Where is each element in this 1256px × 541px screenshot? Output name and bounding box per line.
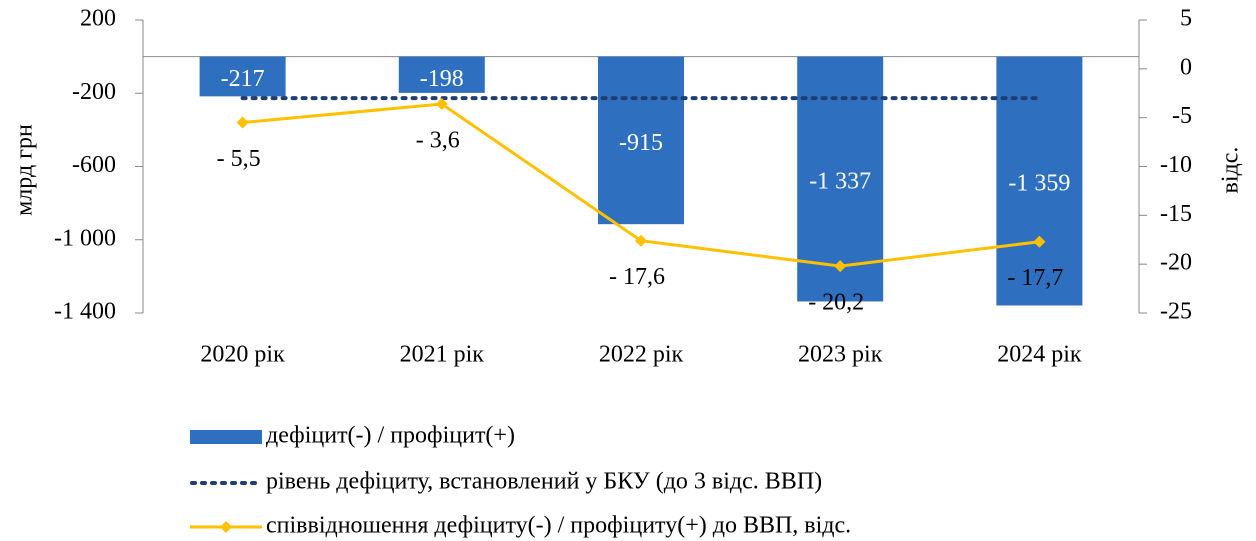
y-axis-title: млрд грн: [12, 124, 38, 216]
y2-tick-label: -15: [1160, 201, 1192, 227]
bar: [598, 56, 684, 225]
bar-value-label: -1 359: [1008, 171, 1070, 197]
bar-value-label: -915: [619, 130, 663, 156]
ratio-marker: [236, 116, 249, 129]
y2-tick-label: -25: [1160, 299, 1192, 325]
legend-swatch: [190, 430, 262, 444]
bar-value-label: -198: [420, 66, 464, 92]
legend-marker: [220, 521, 232, 533]
bar: [398, 56, 485, 93]
bar-value-label: -1 337: [809, 169, 871, 195]
bar-value-label: -217: [221, 66, 265, 92]
y2-tick-label: -5: [1172, 103, 1192, 129]
y2-tick-label: 5: [1180, 6, 1192, 32]
y2-tick-label: -20: [1160, 250, 1192, 276]
x-tick-label: 2024 рік: [997, 342, 1082, 368]
ratio-value-label: - 20,2: [808, 290, 864, 316]
ratio-value-label: - 17,6: [609, 264, 665, 290]
x-tick-label: 2023 рік: [798, 342, 883, 368]
legend-label: дефіцит(-) / профіцит(+): [266, 423, 515, 449]
y-tick-label: -1 400: [54, 299, 116, 325]
y-tick-label: -200: [72, 79, 116, 105]
ratio-marker: [834, 260, 847, 273]
ratio-value-label: - 5,5: [217, 146, 261, 172]
x-tick-label: 2021 рік: [400, 342, 485, 368]
y-tick-label: -1 000: [54, 225, 116, 251]
legend-label: рівень дефіциту, встановлений у БКУ (до …: [266, 469, 822, 495]
y-tick-label: 200: [80, 6, 116, 32]
y2-axis-title: відс.: [1218, 147, 1244, 194]
ratio-value-label: - 17,7: [1007, 265, 1063, 291]
y-tick-label: -600: [72, 152, 116, 178]
legend-label: співвідношення дефіциту(-) / профіциту(+…: [266, 513, 851, 539]
ratio-marker: [435, 97, 448, 110]
y2-tick-label: -10: [1160, 152, 1192, 178]
ratio-marker: [1033, 235, 1046, 248]
ratio-marker: [635, 234, 647, 247]
ratio-value-label: - 3,6: [416, 127, 460, 153]
x-tick-label: 2022 рік: [599, 342, 684, 368]
y2-tick-label: 0: [1180, 54, 1192, 80]
bar: [199, 56, 286, 97]
x-tick-label: 2020 рік: [200, 342, 285, 368]
